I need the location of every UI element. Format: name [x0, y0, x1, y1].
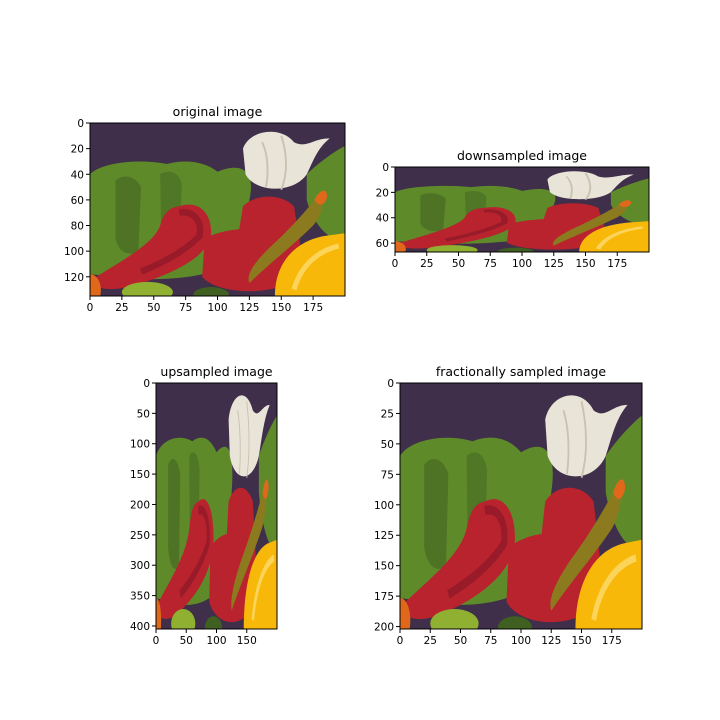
y-tick-label: 100: [130, 439, 150, 451]
x-tick-label: 50: [452, 258, 465, 270]
image-panel: [395, 167, 649, 252]
y-tick-label: 40: [376, 213, 389, 225]
image-panel: [400, 383, 642, 629]
x-tick-label: 75: [484, 258, 497, 270]
x-tick-label: 75: [179, 302, 192, 314]
y-tick-label: 100: [374, 500, 394, 512]
y-tick-label: 25: [381, 408, 394, 420]
x-tick-label: 100: [512, 258, 532, 270]
y-tick-label: 120: [64, 272, 84, 284]
y-tick-label: 100: [64, 246, 84, 258]
y-tick-label: 200: [130, 499, 150, 511]
y-tick-label: 0: [382, 162, 389, 174]
axes-3: upsampled image 0 50 100 150 0 50 100 150 200 250 3…: [130, 364, 278, 647]
x-tick-label: 50: [454, 635, 467, 647]
y-tick-label: 150: [130, 469, 150, 481]
x-tick-label: 150: [575, 258, 595, 270]
x-tick-label: 0: [397, 635, 404, 647]
x-tick-label: 75: [484, 635, 497, 647]
x-tick-label: 125: [541, 635, 561, 647]
x-tick-label: 100: [207, 302, 227, 314]
axes-title: upsampled image: [160, 364, 272, 379]
axes-2: downsampled image 0 25 50 75 100 125 150 175 0 20 4…: [376, 148, 650, 270]
y-tick-label: 60: [71, 195, 84, 207]
y-tick-label: 150: [374, 561, 394, 573]
x-tick-label: 175: [602, 635, 622, 647]
y-tick-label: 50: [137, 408, 150, 420]
y-tick-label: 50: [381, 439, 394, 451]
y-tick-label: 400: [130, 621, 150, 633]
x-tick-label: 100: [511, 635, 531, 647]
x-tick-label: 25: [115, 302, 128, 314]
y-tick-label: 20: [376, 187, 389, 199]
y-tick-label: 0: [143, 378, 150, 390]
axes-1: original image 0 25 50 75 100 125 150 175 0 20 40 60…: [64, 104, 346, 314]
y-tick-label: 40: [71, 169, 84, 181]
x-tick-label: 175: [303, 302, 323, 314]
axes-4: fractionally sampled image 0 25 50 75 100 125 1…: [374, 364, 643, 647]
y-tick-label: 200: [374, 622, 394, 634]
x-tick-label: 0: [87, 302, 94, 314]
y-tick-label: 80: [71, 221, 84, 233]
y-tick-label: 60: [376, 238, 389, 250]
y-tick-label: 250: [130, 530, 150, 542]
axes-title: original image: [173, 104, 263, 119]
image-panel: [156, 383, 277, 629]
x-tick-label: 150: [571, 635, 591, 647]
y-tick-label: 0: [77, 118, 84, 130]
y-tick-label: 350: [130, 591, 150, 603]
y-tick-label: 125: [374, 530, 394, 542]
x-tick-label: 50: [147, 302, 160, 314]
x-tick-label: 125: [544, 258, 564, 270]
axes-title: downsampled image: [457, 148, 587, 163]
x-tick-label: 150: [237, 635, 257, 647]
x-tick-label: 125: [239, 302, 259, 314]
y-tick-label: 175: [374, 591, 394, 603]
x-tick-label: 25: [420, 258, 433, 270]
x-tick-label: 100: [206, 635, 226, 647]
y-tick-label: 75: [381, 469, 394, 481]
x-tick-label: 150: [271, 302, 291, 314]
axes-title: fractionally sampled image: [436, 364, 607, 379]
x-tick-label: 50: [180, 635, 193, 647]
image-panel: [90, 123, 345, 296]
y-tick-label: 0: [387, 378, 394, 390]
y-tick-label: 20: [71, 144, 84, 156]
x-tick-label: 0: [153, 635, 160, 647]
y-tick-label: 300: [130, 560, 150, 572]
x-tick-label: 0: [392, 258, 399, 270]
x-tick-label: 25: [424, 635, 437, 647]
x-tick-label: 175: [607, 258, 627, 270]
